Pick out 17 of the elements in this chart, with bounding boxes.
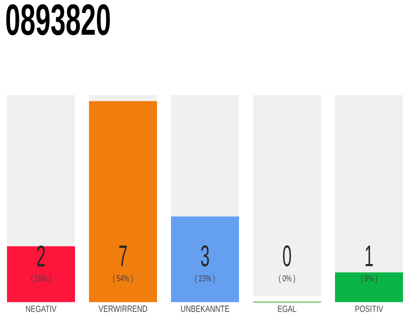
data-label: ( 54% ) <box>113 274 133 284</box>
data-label: ( 15% ) <box>31 274 51 284</box>
x-tick-label: NEGATIV <box>26 306 56 312</box>
x-tick-label: EGAL <box>278 306 296 312</box>
data-label: ( 0% ) <box>279 274 295 284</box>
data-label: ( 8% ) <box>361 274 377 284</box>
annotation: 1 <box>366 246 373 266</box>
annotation: 2 <box>37 245 45 266</box>
annotation: 7 <box>119 246 127 266</box>
bar <box>335 272 404 302</box>
annotation: 3 <box>201 245 209 266</box>
x-tick-label: VERWIRREND <box>98 306 148 312</box>
x-tick-label: UNBEKANNTE <box>181 306 230 312</box>
annotation: 0 <box>283 245 291 266</box>
data-label: ( 23% ) <box>195 274 215 284</box>
x-tick-label: POSITIV <box>355 306 384 312</box>
chart-title: 0893820 <box>6 4 110 36</box>
